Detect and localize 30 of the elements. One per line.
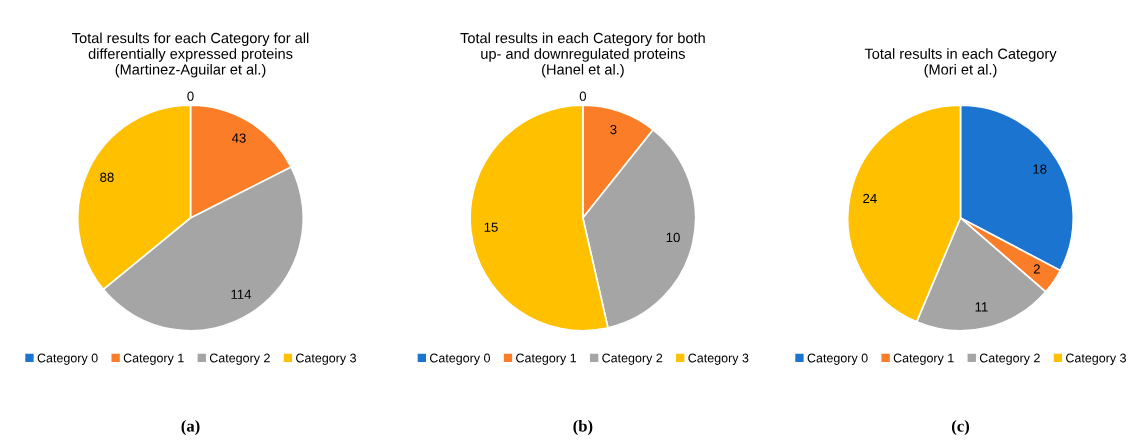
legend-label: Category 3 xyxy=(1066,353,1126,365)
data-label: 11 xyxy=(975,302,988,312)
data-label: 18 xyxy=(1033,164,1047,174)
legend-label: Category 1 xyxy=(516,353,577,365)
data-label: 43 xyxy=(231,133,246,143)
data-label: 2 xyxy=(1033,264,1040,274)
text: (c) xyxy=(951,419,970,436)
legend-label: Category 1 xyxy=(893,353,954,365)
chart-title: Total results for each Category for all differentially expressed proteins (Martinez-Aguilar et al.) xyxy=(72,32,309,78)
legend-label: Category 2 xyxy=(602,353,663,365)
data-label: 88 xyxy=(100,172,114,182)
chart-title: Total results in each Category for both up- and downregulated proteins (Hanel et al.) xyxy=(460,32,705,78)
data-label: 24 xyxy=(863,193,877,204)
legend-label: Category 3 xyxy=(296,353,356,365)
data-label: 15 xyxy=(484,222,498,232)
legend-label: Category 3 xyxy=(688,353,749,365)
legend-label: Category 0 xyxy=(807,353,868,365)
legend-label: Category 1 xyxy=(123,353,184,365)
chart-title: Total results in each Category (Mori et al.) xyxy=(864,48,1057,78)
legend-label: Category 0 xyxy=(37,353,98,365)
text: 0 xyxy=(187,91,194,101)
data-label: 10 xyxy=(666,232,680,243)
legend-label: Category 2 xyxy=(209,353,270,365)
legend-label: Category 0 xyxy=(429,353,490,365)
data-label: 3 xyxy=(610,124,617,135)
legend-label: Category 2 xyxy=(979,353,1040,365)
text: 0 xyxy=(579,91,587,101)
text: (b) xyxy=(573,419,593,436)
text: (a) xyxy=(181,419,200,436)
data-label: 114 xyxy=(231,289,252,299)
